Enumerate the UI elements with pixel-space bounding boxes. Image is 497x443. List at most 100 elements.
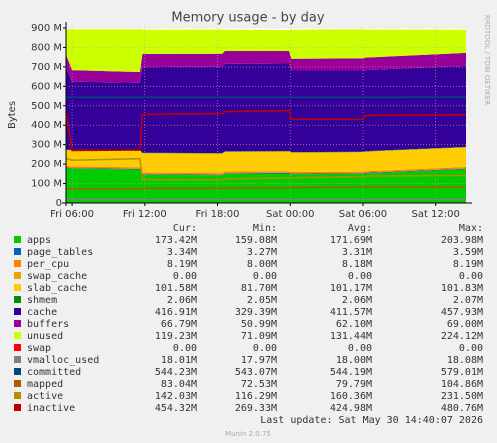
legend-stat: 142.03M	[155, 391, 197, 402]
legend-stat: 543.07M	[235, 367, 277, 378]
legend-stat: 3.31M	[342, 247, 372, 258]
legend-swatch	[14, 248, 21, 255]
y-tick-label: 700 M	[31, 62, 62, 73]
legend-stat: 18.00M	[336, 355, 372, 366]
legend-name: committed	[27, 367, 81, 378]
legend-stat: 8.19M	[453, 259, 483, 270]
line	[65, 109, 467, 152]
legend-stat: 329.39M	[235, 307, 277, 318]
legend-stat: 457.93M	[441, 307, 483, 318]
y-tick-label: 800 M	[31, 42, 62, 53]
legend-stat: 131.44M	[330, 331, 372, 342]
area	[66, 147, 466, 174]
legend-stat: 104.86M	[441, 379, 483, 390]
legend-stat: 116.29M	[235, 391, 277, 402]
legend-swatch	[14, 344, 21, 351]
legend-stat: 544.23M	[155, 367, 197, 378]
legend-stat: 101.17M	[330, 283, 372, 294]
legend-name: swap	[27, 343, 51, 354]
legend-swatch	[14, 356, 21, 363]
y-axis-label: Bytes	[7, 101, 18, 129]
legend-swatch	[14, 332, 21, 339]
legend-stat: 83.04M	[161, 379, 197, 390]
stat-header: Avg:	[348, 223, 372, 234]
legend-stat: 173.42M	[155, 235, 197, 246]
legend-stat: 0.00	[348, 343, 372, 354]
area	[66, 51, 466, 83]
y-tick-label: 300 M	[31, 140, 62, 151]
legend-name: page_tables	[27, 247, 93, 258]
legend-swatch	[14, 368, 21, 375]
legend-name: slab_cache	[27, 283, 87, 294]
legend-stat: 224.12M	[441, 331, 483, 342]
legend-stat: 3.59M	[453, 247, 483, 258]
legend-name: apps	[27, 235, 51, 246]
legend-stat: 480.76M	[441, 403, 483, 414]
y-tick-label: 100 M	[31, 179, 62, 190]
legend-stat: 0.00	[459, 343, 483, 354]
legend-stat: 231.50M	[441, 391, 483, 402]
legend-name: per_cpu	[27, 259, 69, 270]
x-tick-label: Fri 12:00	[123, 209, 167, 220]
legend-stat: 2.07M	[453, 295, 483, 306]
legend-name: swap_cache	[27, 271, 87, 282]
legend-name: buffers	[27, 319, 69, 330]
legend-name: inactive	[27, 403, 75, 414]
legend-stat: 171.69M	[330, 235, 372, 246]
last-update: Last update: Sat May 30 14:40:07 2026	[260, 415, 483, 426]
stat-header: Cur:	[173, 223, 197, 234]
area	[66, 63, 466, 154]
legend-stat: 159.08M	[235, 235, 277, 246]
legend-name: cache	[27, 307, 57, 318]
legend-stat: 3.34M	[167, 247, 197, 258]
legend-swatch	[14, 320, 21, 327]
side-note: RRDTOOL / TOBI OETIKER	[483, 15, 491, 105]
area	[66, 167, 466, 176]
line	[65, 157, 467, 181]
chart-title: Memory usage - by day	[171, 11, 324, 26]
legend-name: vmalloc_used	[27, 355, 99, 366]
legend-stat: 2.06M	[167, 295, 197, 306]
legend-stat: 2.05M	[247, 295, 277, 306]
legend-stat: 71.09M	[241, 331, 277, 342]
footer: Munin 2.0.75	[225, 430, 271, 438]
legend-stat: 416.91M	[155, 307, 197, 318]
x-tick-label: Sat 00:00	[266, 209, 314, 220]
y-tick-label: 500 M	[31, 101, 62, 112]
legend-stat: 424.98M	[330, 403, 372, 414]
legend-stat: 0.00	[253, 271, 277, 282]
legend-stat: 0.00	[173, 271, 197, 282]
legend-stat: 50.99M	[241, 319, 277, 330]
legend-stat: 579.01M	[441, 367, 483, 378]
legend-stat: 0.00	[253, 343, 277, 354]
legend-stat: 544.19M	[330, 367, 372, 378]
legend-stat: 0.00	[348, 271, 372, 282]
legend-stat: 101.83M	[441, 283, 483, 294]
x-tick-label: Fri 06:00	[50, 209, 94, 220]
legend-swatch	[14, 260, 21, 267]
y-tick-label: 600 M	[31, 81, 62, 92]
legend-stat: 269.33M	[235, 403, 277, 414]
legend-stat: 79.79M	[336, 379, 372, 390]
legend-stat: 18.01M	[161, 355, 197, 366]
legend-stat: 81.70M	[241, 283, 277, 294]
legend-name: shmem	[27, 295, 57, 306]
legend-name: unused	[27, 331, 63, 342]
legend-swatch	[14, 392, 21, 399]
y-tick-label: 200 M	[31, 159, 62, 170]
legend-stat: 101.58M	[155, 283, 197, 294]
legend-stat: 8.18M	[342, 259, 372, 270]
x-tick-label: Fri 18:00	[196, 209, 240, 220]
legend-stat: 17.97M	[241, 355, 277, 366]
legend-stat: 0.00	[459, 271, 483, 282]
legend-stat: 3.27M	[247, 247, 277, 258]
legend-swatch	[14, 284, 21, 291]
legend-name: mapped	[27, 379, 63, 390]
area	[66, 29, 466, 73]
x-tick-label: Sat 12:00	[411, 209, 459, 220]
legend-stat: 69.00M	[447, 319, 483, 330]
legend-swatch	[14, 380, 21, 387]
legend-swatch	[14, 404, 21, 411]
